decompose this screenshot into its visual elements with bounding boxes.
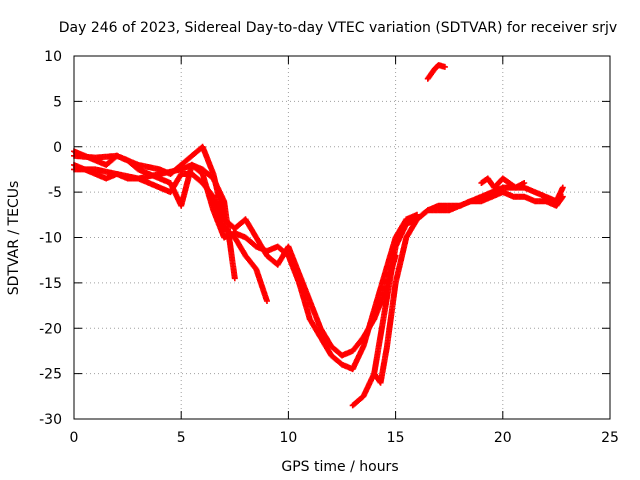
- x-tick-label: 15: [387, 430, 405, 446]
- y-tick-label: -5: [48, 185, 62, 201]
- y-tick-label: 0: [53, 140, 62, 156]
- data-point: [559, 184, 566, 191]
- ticks: [73, 55, 611, 420]
- series-track-5: [349, 184, 566, 409]
- x-tick-label: 20: [494, 430, 512, 446]
- x-tick-label: 25: [601, 430, 619, 446]
- chart-title: Day 246 of 2023, Sidereal Day-to-day VTE…: [59, 20, 617, 36]
- y-tick-label: 5: [53, 94, 62, 110]
- x-tick-labels: 0 5 10 15 20 25: [70, 430, 619, 446]
- data-point: [559, 193, 566, 200]
- y-tick-labels: 10 5 0 -5 -10 -15 -20 -25 -30: [39, 49, 62, 428]
- y-tick-label: -20: [39, 321, 62, 337]
- series-track-6: [371, 189, 566, 386]
- x-axis-title: GPS time / hours: [281, 459, 398, 475]
- y-tick-label: -30: [39, 412, 62, 428]
- x-tick-label: 0: [70, 430, 79, 446]
- series-track-7: [478, 175, 528, 191]
- data-point: [231, 275, 238, 282]
- series-track-4: [71, 161, 420, 373]
- y-tick-label: -10: [39, 231, 62, 247]
- data-point: [264, 298, 270, 304]
- y-tick-label: -15: [39, 276, 62, 292]
- y-tick-label: 10: [44, 49, 62, 65]
- y-axis-title: SDTVAR / TECUs: [6, 181, 22, 296]
- x-tick-label: 5: [177, 430, 186, 446]
- series-track-8: [424, 62, 448, 82]
- grid: [74, 56, 610, 419]
- data-layer: [71, 62, 566, 409]
- y-tick-label: -25: [39, 367, 62, 383]
- data-point: [521, 180, 528, 186]
- data-point: [441, 63, 448, 70]
- x-tick-label: 10: [279, 430, 297, 446]
